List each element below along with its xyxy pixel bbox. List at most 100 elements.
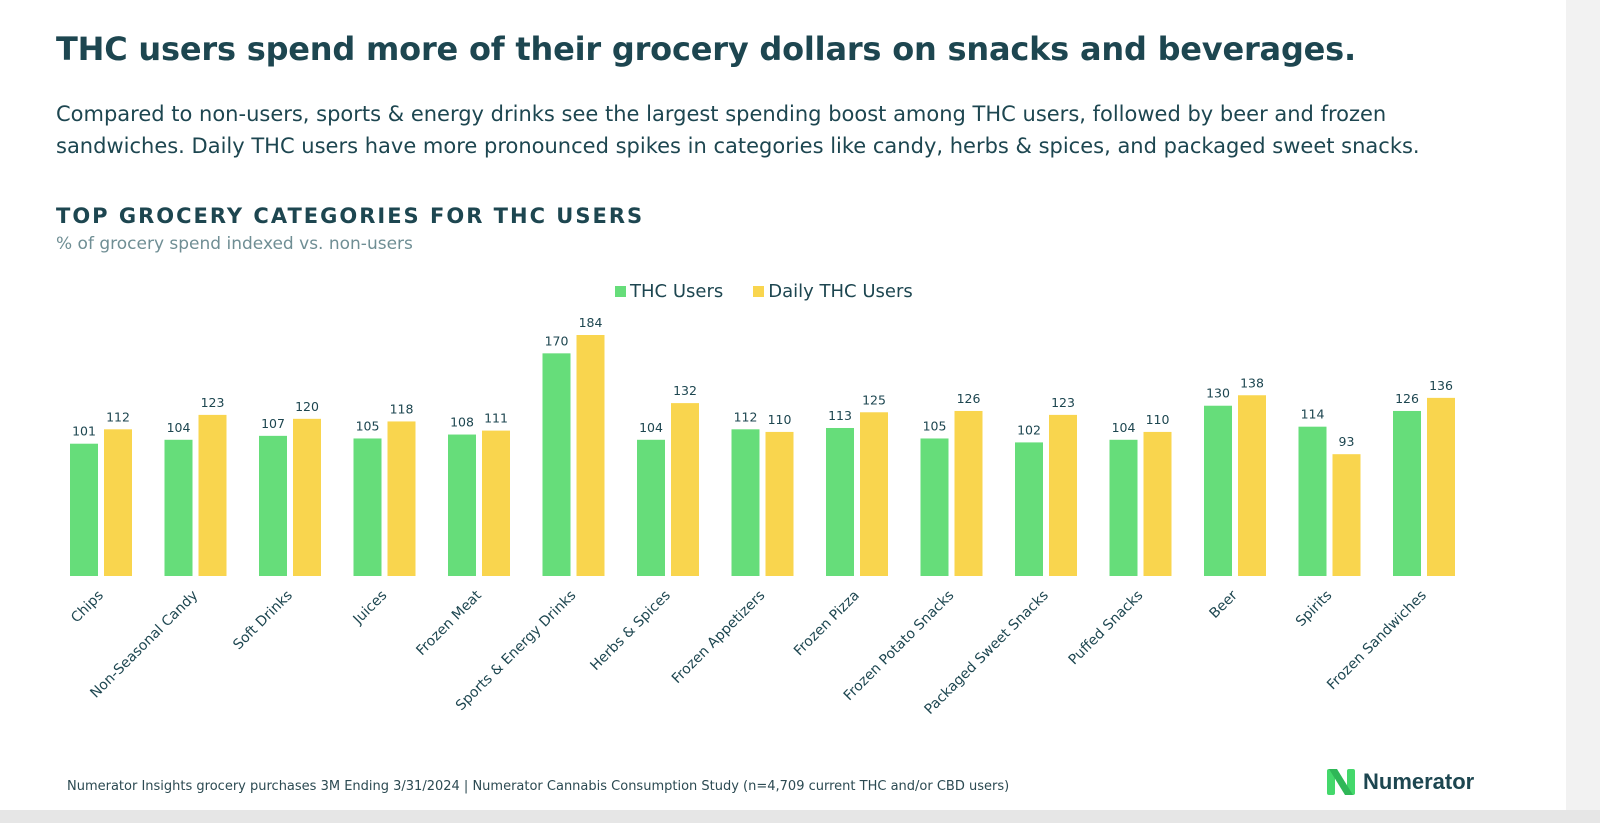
data-label-thc-users-frozen-pizza: 113 [828,408,852,423]
bar-daily-thc-users-spirits [1332,454,1361,576]
data-label-thc-users-frozen-sandwiches: 126 [1395,391,1419,406]
window-edge-right [1566,0,1600,823]
bar-daily-thc-users-frozen-potato-snacks [954,410,983,576]
bar-daily-thc-users-puffed-snacks [1143,431,1172,576]
legend-swatch-thc-users [615,285,626,297]
bar-group-frozen-pizza: 113 125 Frozen Pizza [791,392,888,659]
data-label-thc-users-packaged-sweet-snacks: 102 [1017,422,1041,437]
bar-daily-thc-users-soft-drinks [293,418,321,576]
bar-group-beer: 130 138 Beer [1204,375,1266,622]
bar-group-juices: 105 118 Juices [350,401,416,628]
bar-group-puffed-snacks: 104 110 Puffed Snacks [1066,412,1172,668]
subtext: Compared to non-users, sports & energy d… [56,102,1420,158]
bar-group-soft-drinks: 107 120 Soft Drinks [230,399,321,653]
bar-thc-users-spirits [1298,426,1327,576]
bar-daily-thc-users-frozen-pizza [860,412,888,576]
bar-daily-thc-users-beer [1238,395,1266,576]
category-label-non-seasonal-candy: Non-Seasonal Candy [87,588,201,702]
bar-daily-thc-users-frozen-sandwiches [1427,397,1455,576]
category-label-frozen-meat: Frozen Meat [413,587,485,659]
data-label-thc-users-puffed-snacks: 104 [1112,420,1136,435]
bar-thc-users-frozen-appetizers [731,429,760,576]
data-label-thc-users-frozen-appetizers: 112 [734,409,758,424]
bar-thc-users-packaged-sweet-snacks [1015,442,1043,576]
bar-thc-users-sports-and-energy-drinks [542,353,571,576]
data-label-daily-thc-users-frozen-appetizers: 110 [768,412,792,427]
bar-thc-users-puffed-snacks [1109,439,1138,576]
data-label-thc-users-frozen-potato-snacks: 105 [923,418,947,433]
bar-thc-users-frozen-potato-snacks [920,438,949,576]
data-label-daily-thc-users-spirits: 93 [1339,434,1355,449]
slide: THC users spend more of their grocery do… [0,0,1566,810]
category-label-frozen-potato-snacks: Frozen Potato Snacks [841,588,958,705]
data-label-daily-thc-users-puffed-snacks: 110 [1146,412,1170,427]
bar-thc-users-soft-drinks [259,435,287,576]
data-label-daily-thc-users-non-seasonal-candy: 123 [201,395,225,410]
chart-legend: THC Users Daily THC Users [615,278,913,304]
category-label-frozen-appetizers: Frozen Appetizers [669,588,768,687]
bar-group-spirits: 114 93 Spirits [1293,407,1361,630]
chart-subtitle: % of grocery spend indexed vs. non-users [56,234,413,254]
bar-daily-thc-users-frozen-meat [482,430,510,576]
data-label-thc-users-non-seasonal-candy: 104 [167,420,191,435]
data-label-daily-thc-users-beer: 138 [1240,375,1264,390]
category-label-soft-drinks: Soft Drinks [230,588,296,654]
window-edge-bottom [0,810,1600,823]
bar-daily-thc-users-herbs-and-spices [671,403,699,576]
legend-label-thc-users: THC Users [630,280,724,302]
data-label-daily-thc-users-chips: 112 [106,409,130,424]
bar-daily-thc-users-packaged-sweet-snacks [1049,414,1077,576]
bar-thc-users-frozen-sandwiches [1393,410,1421,576]
data-label-daily-thc-users-frozen-pizza: 125 [862,392,886,407]
data-label-thc-users-frozen-meat: 108 [450,415,474,430]
bar-thc-users-non-seasonal-candy [164,439,193,576]
data-label-thc-users-spirits: 114 [1301,407,1325,422]
category-label-chips: Chips [68,588,107,627]
category-label-beer: Beer [1206,587,1241,622]
category-label-puffed-snacks: Puffed Snacks [1066,588,1147,669]
data-label-daily-thc-users-sports-and-energy-drinks: 184 [579,315,603,330]
chart-title: TOP GROCERY CATEGORIES FOR THC USERS [56,204,645,228]
legend-item-daily-thc-users: Daily THC Users [753,281,913,302]
bar-chart: 101 112 Chips 104 123 Non-Seasonal Candy 107 12… [68,315,1455,718]
bar-group-chips: 101 112 Chips [68,409,132,626]
data-label-thc-users-chips: 101 [72,424,96,439]
data-label-daily-thc-users-frozen-meat: 111 [484,411,508,426]
bar-daily-thc-users-juices [387,421,416,576]
legend-label-daily-thc-users: Daily THC Users [768,280,913,302]
legend-swatch-daily-thc-users [753,285,765,297]
source-footnote: Numerator Insights grocery purchases 3M … [67,779,1010,794]
data-label-thc-users-herbs-and-spices: 104 [639,420,663,435]
numerator-logo-icon [1327,769,1355,795]
category-label-juices: Juices [350,588,391,629]
legend-item-thc-users: THC Users [615,281,723,302]
headline: THC users spend more of their grocery do… [56,30,1356,68]
data-label-daily-thc-users-juices: 118 [390,401,414,416]
category-label-frozen-pizza: Frozen Pizza [791,588,863,660]
category-label-herbs-and-spices: Herbs & Spices [587,588,673,674]
bar-daily-thc-users-sports-and-energy-drinks [576,335,605,576]
brand-name: Numerator [1363,769,1475,794]
data-label-thc-users-soft-drinks: 107 [261,416,285,431]
bar-group-frozen-meat: 108 111 Frozen Meat [413,411,510,659]
data-label-daily-thc-users-packaged-sweet-snacks: 123 [1051,395,1075,410]
bar-thc-users-juices [353,438,382,576]
bar-thc-users-frozen-pizza [826,427,854,576]
bar-thc-users-chips [70,443,98,576]
data-label-daily-thc-users-frozen-sandwiches: 136 [1429,378,1453,393]
bar-daily-thc-users-chips [104,429,132,576]
bar-thc-users-herbs-and-spices [637,439,665,576]
data-label-daily-thc-users-frozen-potato-snacks: 126 [957,391,981,406]
data-label-thc-users-juices: 105 [356,418,380,433]
data-label-daily-thc-users-soft-drinks: 120 [295,399,319,414]
data-label-thc-users-sports-and-energy-drinks: 170 [545,333,569,348]
bar-thc-users-beer [1204,405,1232,576]
bar-daily-thc-users-non-seasonal-candy [198,414,227,576]
data-label-daily-thc-users-herbs-and-spices: 132 [673,383,697,398]
bar-thc-users-frozen-meat [448,434,476,576]
category-label-frozen-sandwiches: Frozen Sandwiches [1324,588,1430,694]
data-label-thc-users-beer: 130 [1206,386,1230,401]
bar-daily-thc-users-frozen-appetizers [765,431,794,576]
brand-logo: Numerator [1327,769,1474,795]
category-label-spirits: Spirits [1293,588,1335,630]
